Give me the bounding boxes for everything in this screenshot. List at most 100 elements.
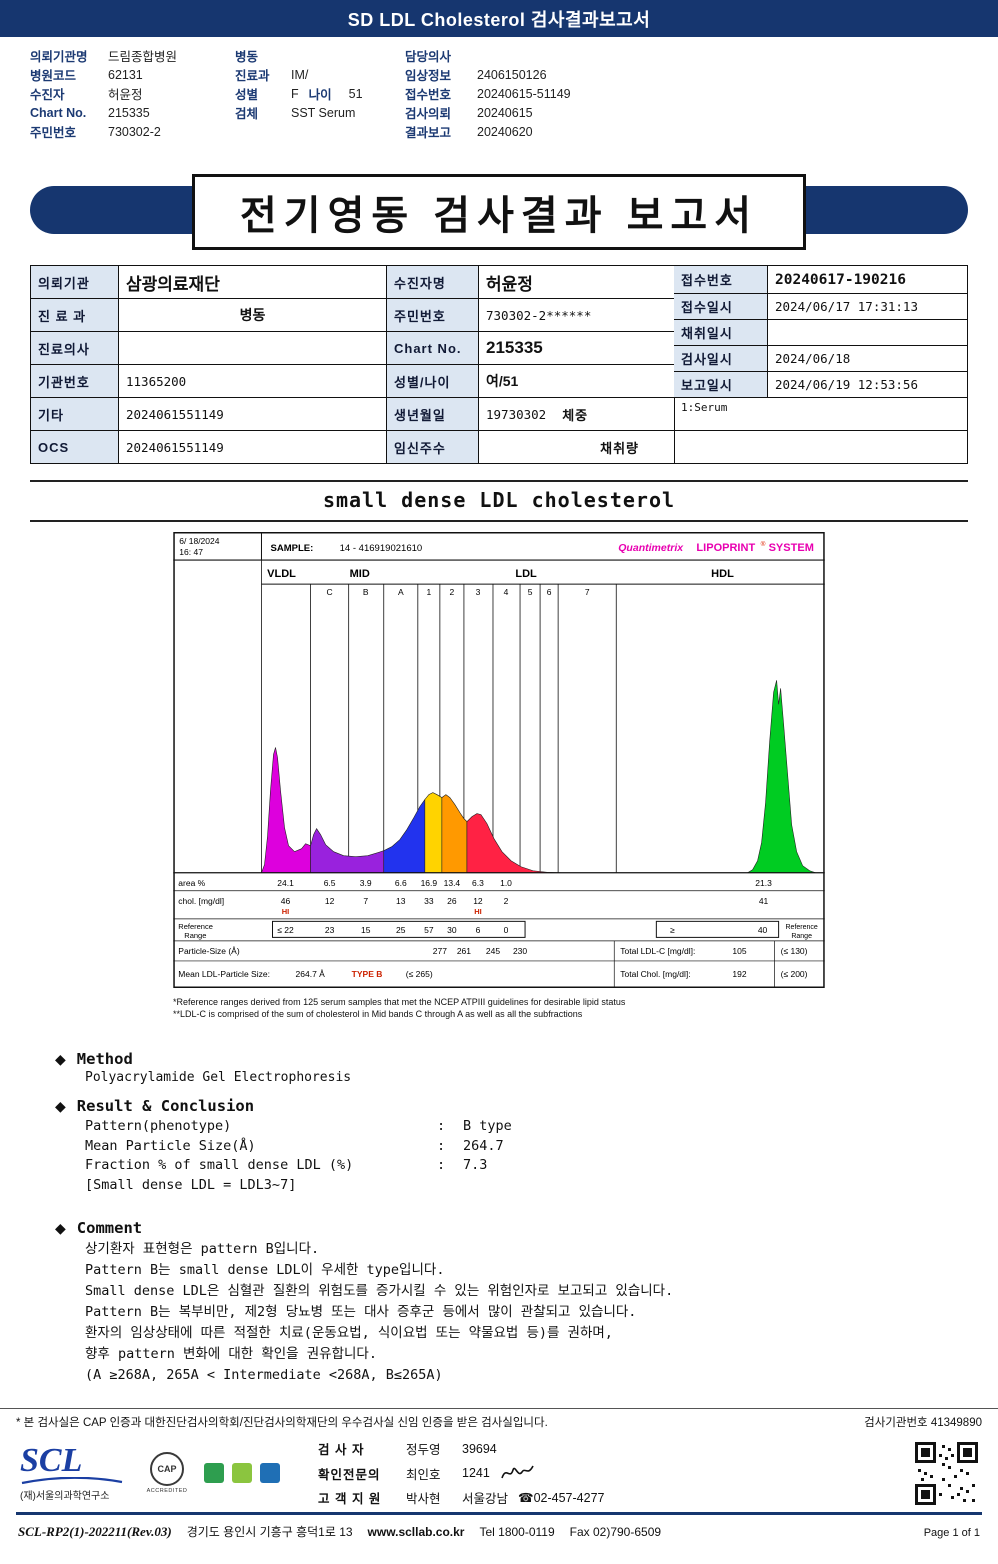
examiner-name: 정두영 [406, 1443, 441, 1457]
info-value: 2024/06/18 [768, 346, 968, 372]
birthdate-value: 19730302 [486, 406, 547, 422]
sub-band-2: 2 [450, 587, 455, 597]
field-value: IM/ [291, 67, 309, 82]
band-label-ldl: LDL [515, 568, 537, 580]
band-headers: VLDL MID LDL HDL [267, 568, 734, 580]
certification-row: * 본 검사실은 CAP 인증과 대한진단검사의학회/진단검사의학재단의 우수검… [16, 1409, 982, 1430]
area-percent-row: area % 24.1 6.5 3.9 6.6 16.9 13.4 6.3 1.… [178, 878, 772, 888]
info-value: 2024/06/19 12:53:56 [768, 372, 968, 398]
ref-hdl-value: 40 [758, 925, 768, 935]
sample-volume-label: 채취량 [600, 440, 639, 456]
scl-logo-block: SCL (재)서울의과학연구소 [20, 1443, 138, 1502]
field-value: 20240615-51149 [477, 86, 571, 101]
certification-statement: * 본 검사실은 CAP 인증과 대한진단검사의학회/진단검사의학재단의 우수검… [16, 1417, 548, 1429]
info-value: 11365200 [119, 365, 387, 398]
area-hdl: 21.3 [755, 878, 772, 888]
lab-address: 경기도 용인시 기흥구 흥덕1로 13 [186, 1525, 353, 1539]
ref-hdl-box [655, 920, 780, 938]
band-label-mid: MID [350, 568, 370, 580]
comment-line: Pattern B는 복부비만, 제2형 당뇨병 또는 대사 증후군 등에서 많… [85, 1304, 637, 1320]
lab-fax: Fax 02)790-6509 [569, 1525, 662, 1539]
brand-lipoprint: LIPOPRINT [696, 542, 755, 554]
field-label: 수진자 [30, 88, 65, 102]
result-label: Fraction % of small dense LDL (%) [85, 1157, 354, 1173]
staff-block: 검 사 자 정두영 39694 확인전문의 최인호 1241 고 객 지 원 박… [318, 1439, 614, 1507]
section-title-block: small dense LDL cholesterol [30, 480, 968, 522]
field-label: 나이 [308, 88, 332, 102]
footer-middle: SCL (재)서울의과학연구소 CAP ACCREDITED 검 사 자 정두영… [20, 1440, 978, 1506]
page-number: Page 1 of 1 [923, 1527, 980, 1539]
diamond-bullet-icon: ◆ [55, 1097, 66, 1114]
sample-value: 14 - 416919021610 [340, 543, 423, 554]
footer: * 본 검사실은 CAP 인증과 대한진단검사의학회/진단검사의학재단의 우수검… [0, 1408, 998, 1540]
area-vldl: 24.1 [277, 878, 294, 888]
comment-line: (A ≥268A, 265A < Intermediate <268A, B≤2… [85, 1367, 443, 1383]
info-value [119, 332, 387, 365]
total-ldl-ref: (≤ 130) [781, 946, 808, 956]
patient-header: 의뢰기관명 드림종합병원 병원코드 62131 수진자 허윤정 Chart No. 21… [0, 37, 998, 141]
mean-row-label: Mean LDL-Particle Size: [178, 969, 270, 979]
field-value: 20240620 [477, 124, 533, 139]
result-row: Fraction % of small dense LDL (%) : 7.3 [85, 1156, 998, 1176]
area-ldl2: 13.4 [444, 878, 461, 888]
info-label: 보고일시 [674, 372, 768, 398]
info-label: 성별/나이 [387, 365, 479, 398]
mean-particle-row: Mean LDL-Particle Size: 264.7 Å TYPE B (… [178, 969, 807, 979]
info-label: 생년월일 [387, 398, 479, 431]
ldl3-7-region [466, 813, 563, 874]
ref-mida: 25 [396, 925, 406, 935]
hi-flag-ldl3: HI [474, 907, 482, 916]
reviewer-id: 1241 [462, 1466, 490, 1480]
chart-footnotes: *Reference ranges derived from 125 serum… [173, 996, 825, 1020]
patient-header-col2: 병동 진료과 IM/ 성별 F 나이 51 검체 SST Serum [235, 46, 405, 141]
ldl1-peak [424, 792, 443, 874]
customer-support-row: 고 객 지 원 박사현 서울강남 ☎02-457-4277 [318, 1488, 614, 1507]
chol-row: chol. [mg/dl] 46 12 7 13 33 26 12 2 41 H… [178, 896, 768, 916]
ref-label-line2: Range [184, 931, 206, 940]
method-section: ◆ Method Polyacrylamide Gel Electrophore… [55, 1050, 998, 1085]
order-info-right-grid: 접수번호 20240617-190216 접수일시 2024/06/17 17:… [674, 265, 968, 464]
hi-flag-vldl: HI [282, 907, 290, 916]
result-value: B type [463, 1118, 512, 1134]
qr-code [915, 1441, 978, 1505]
info-value: 2024/06/17 17:31:13 [768, 294, 968, 320]
serum-note: 1:Serum [674, 398, 968, 431]
empty-cell [674, 431, 968, 464]
ref-range-box [272, 920, 526, 938]
sub-band-labels: C B A 1 2 3 4 5 6 7 [327, 587, 590, 597]
result-separator: : [437, 1157, 446, 1173]
cap-accredited-label: ACCREDITED [146, 1488, 188, 1494]
support-label: 고 객 지 원 [318, 1492, 382, 1506]
info-label: 검사일시 [674, 346, 768, 372]
reviewer-label: 확인전문의 [318, 1467, 381, 1482]
particle-size-row: Particle-Size (Å) 277 261 245 230 Total … [178, 946, 807, 956]
info-value: 730302-2****** [479, 299, 675, 332]
ref-label-right-line2: Range [791, 933, 812, 940]
info-label: 접수번호 [674, 266, 768, 294]
weight-label: 체중 [562, 407, 589, 423]
sub-band-c: C [327, 587, 333, 597]
result-row: Pattern(phenotype) : B type [85, 1117, 998, 1137]
ref-ldl4: 0 [504, 925, 509, 935]
field-label: 병동 [235, 50, 259, 64]
report-title-bar: SD LDL Cholesterol 검사결과보고서 [0, 0, 998, 37]
divider-line [30, 480, 968, 482]
ref-midc: 23 [325, 925, 335, 935]
sub-band-1: 1 [426, 587, 431, 597]
field-label: 검사의뢰 [405, 107, 452, 121]
banner-title: 전기영동 검사결과 보고서 [239, 194, 759, 238]
signature-icon [501, 1465, 534, 1479]
total-ldl-label: Total LDL-C [mg/dl]: [620, 946, 695, 956]
result-value: 7.3 [463, 1157, 488, 1173]
examiner-label: 검 사 자 [318, 1443, 365, 1457]
accreditation-logo-1 [204, 1463, 224, 1483]
chol-midc: 12 [325, 896, 335, 906]
cap-seal-icon: CAP [150, 1452, 184, 1486]
ref-ldl1: 57 [424, 925, 434, 935]
field-value: 62131 [108, 67, 143, 82]
particle-245: 245 [486, 946, 500, 956]
band-separator-lines [261, 560, 617, 873]
ref-ldl2: 30 [447, 925, 457, 935]
banner: 전기영동 검사결과 보고서 [30, 169, 968, 255]
